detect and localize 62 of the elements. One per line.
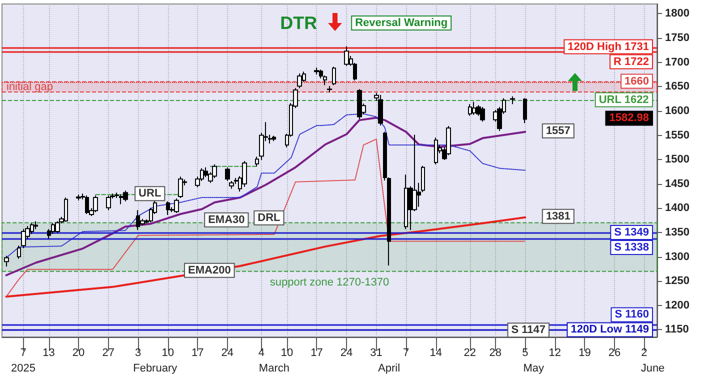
ref-line-label: 120D Low 1149: [570, 324, 650, 336]
x-tick-label: 7: [20, 347, 26, 359]
ref-line-label: S 1160: [614, 308, 650, 321]
x2-tick-label: April: [378, 362, 400, 374]
annotation: EMA200: [188, 264, 231, 276]
x2-tick-label: 2025: [11, 362, 36, 374]
annotation: Reversal Warning: [355, 17, 448, 29]
x-tick-label: 22: [464, 347, 476, 359]
x-tick-label: 3: [135, 347, 142, 359]
x-tick-label: 27: [102, 347, 114, 359]
x-tick-label: 17: [310, 347, 323, 359]
x-tick-label: 26: [608, 347, 621, 359]
x-tick-label: 19: [578, 347, 591, 359]
x-tick-label: 28: [489, 347, 502, 359]
annotation: DTR: [280, 13, 318, 33]
x-tick-label: 17: [192, 347, 204, 359]
x-tick-label: 2: [641, 347, 648, 359]
x-tick-label: 7: [402, 347, 410, 359]
ref-line-label: S 1349: [614, 226, 650, 238]
annotation: URL: [138, 188, 162, 200]
y-tick-label: 1750: [665, 32, 690, 44]
x2-tick-label: May: [523, 362, 545, 374]
x-tick-label: 24: [340, 347, 353, 359]
band-label: initial gap: [6, 80, 53, 93]
y-tick-label: 1150: [665, 324, 689, 336]
y-tick-label: 1650: [665, 80, 690, 93]
x-tick-label: 10: [280, 347, 294, 359]
y-tick-label: 1400: [665, 202, 690, 214]
band-label: support zone 1270-1370: [270, 276, 390, 288]
annotation: DRL: [258, 212, 281, 224]
x2-tick-label: February: [133, 362, 178, 374]
y-tick-label: 1250: [665, 275, 690, 288]
y-tick-label: 1550: [665, 129, 690, 142]
ref-line-label: S 1338: [614, 241, 650, 254]
x-tick-label: 31: [370, 347, 382, 359]
x-tick-label: 13: [42, 347, 55, 359]
annotation: 1557: [546, 124, 570, 137]
x-tick-label: 24: [221, 347, 234, 359]
y-tick-label: 1300: [665, 250, 690, 263]
ref-line-label: 120D High 1731: [568, 40, 650, 53]
x2-tick-label: March: [258, 362, 290, 374]
ref-line-label: URL 1622: [598, 94, 649, 106]
x-tick-label: 12: [548, 347, 562, 359]
annotation: 1381: [546, 210, 570, 222]
y-tick-label: 1350: [665, 226, 690, 238]
y-tick-label: 1200: [665, 299, 690, 312]
annotation: S 1147: [511, 324, 546, 336]
annotation: EMA30: [208, 214, 245, 226]
x2-tick-label: June: [640, 362, 665, 374]
y-tick-label: 1600: [665, 104, 690, 117]
ref-line-label: R 1722: [614, 56, 650, 68]
y-tick-label: 1800: [665, 8, 690, 20]
x-tick-label: 14: [430, 347, 442, 359]
x-tick-label: 10: [162, 347, 174, 359]
y-tick-label: 1500: [665, 154, 690, 166]
annotation: 1582.98: [609, 112, 650, 124]
x-tick-label: 4: [258, 347, 265, 359]
ref-line-label: 1660: [624, 75, 650, 88]
y-tick-label: 1450: [665, 178, 690, 190]
y-tick-label: 1700: [665, 56, 690, 68]
x-tick-label: 20: [72, 347, 85, 359]
x-tick-label: 5: [522, 347, 528, 359]
